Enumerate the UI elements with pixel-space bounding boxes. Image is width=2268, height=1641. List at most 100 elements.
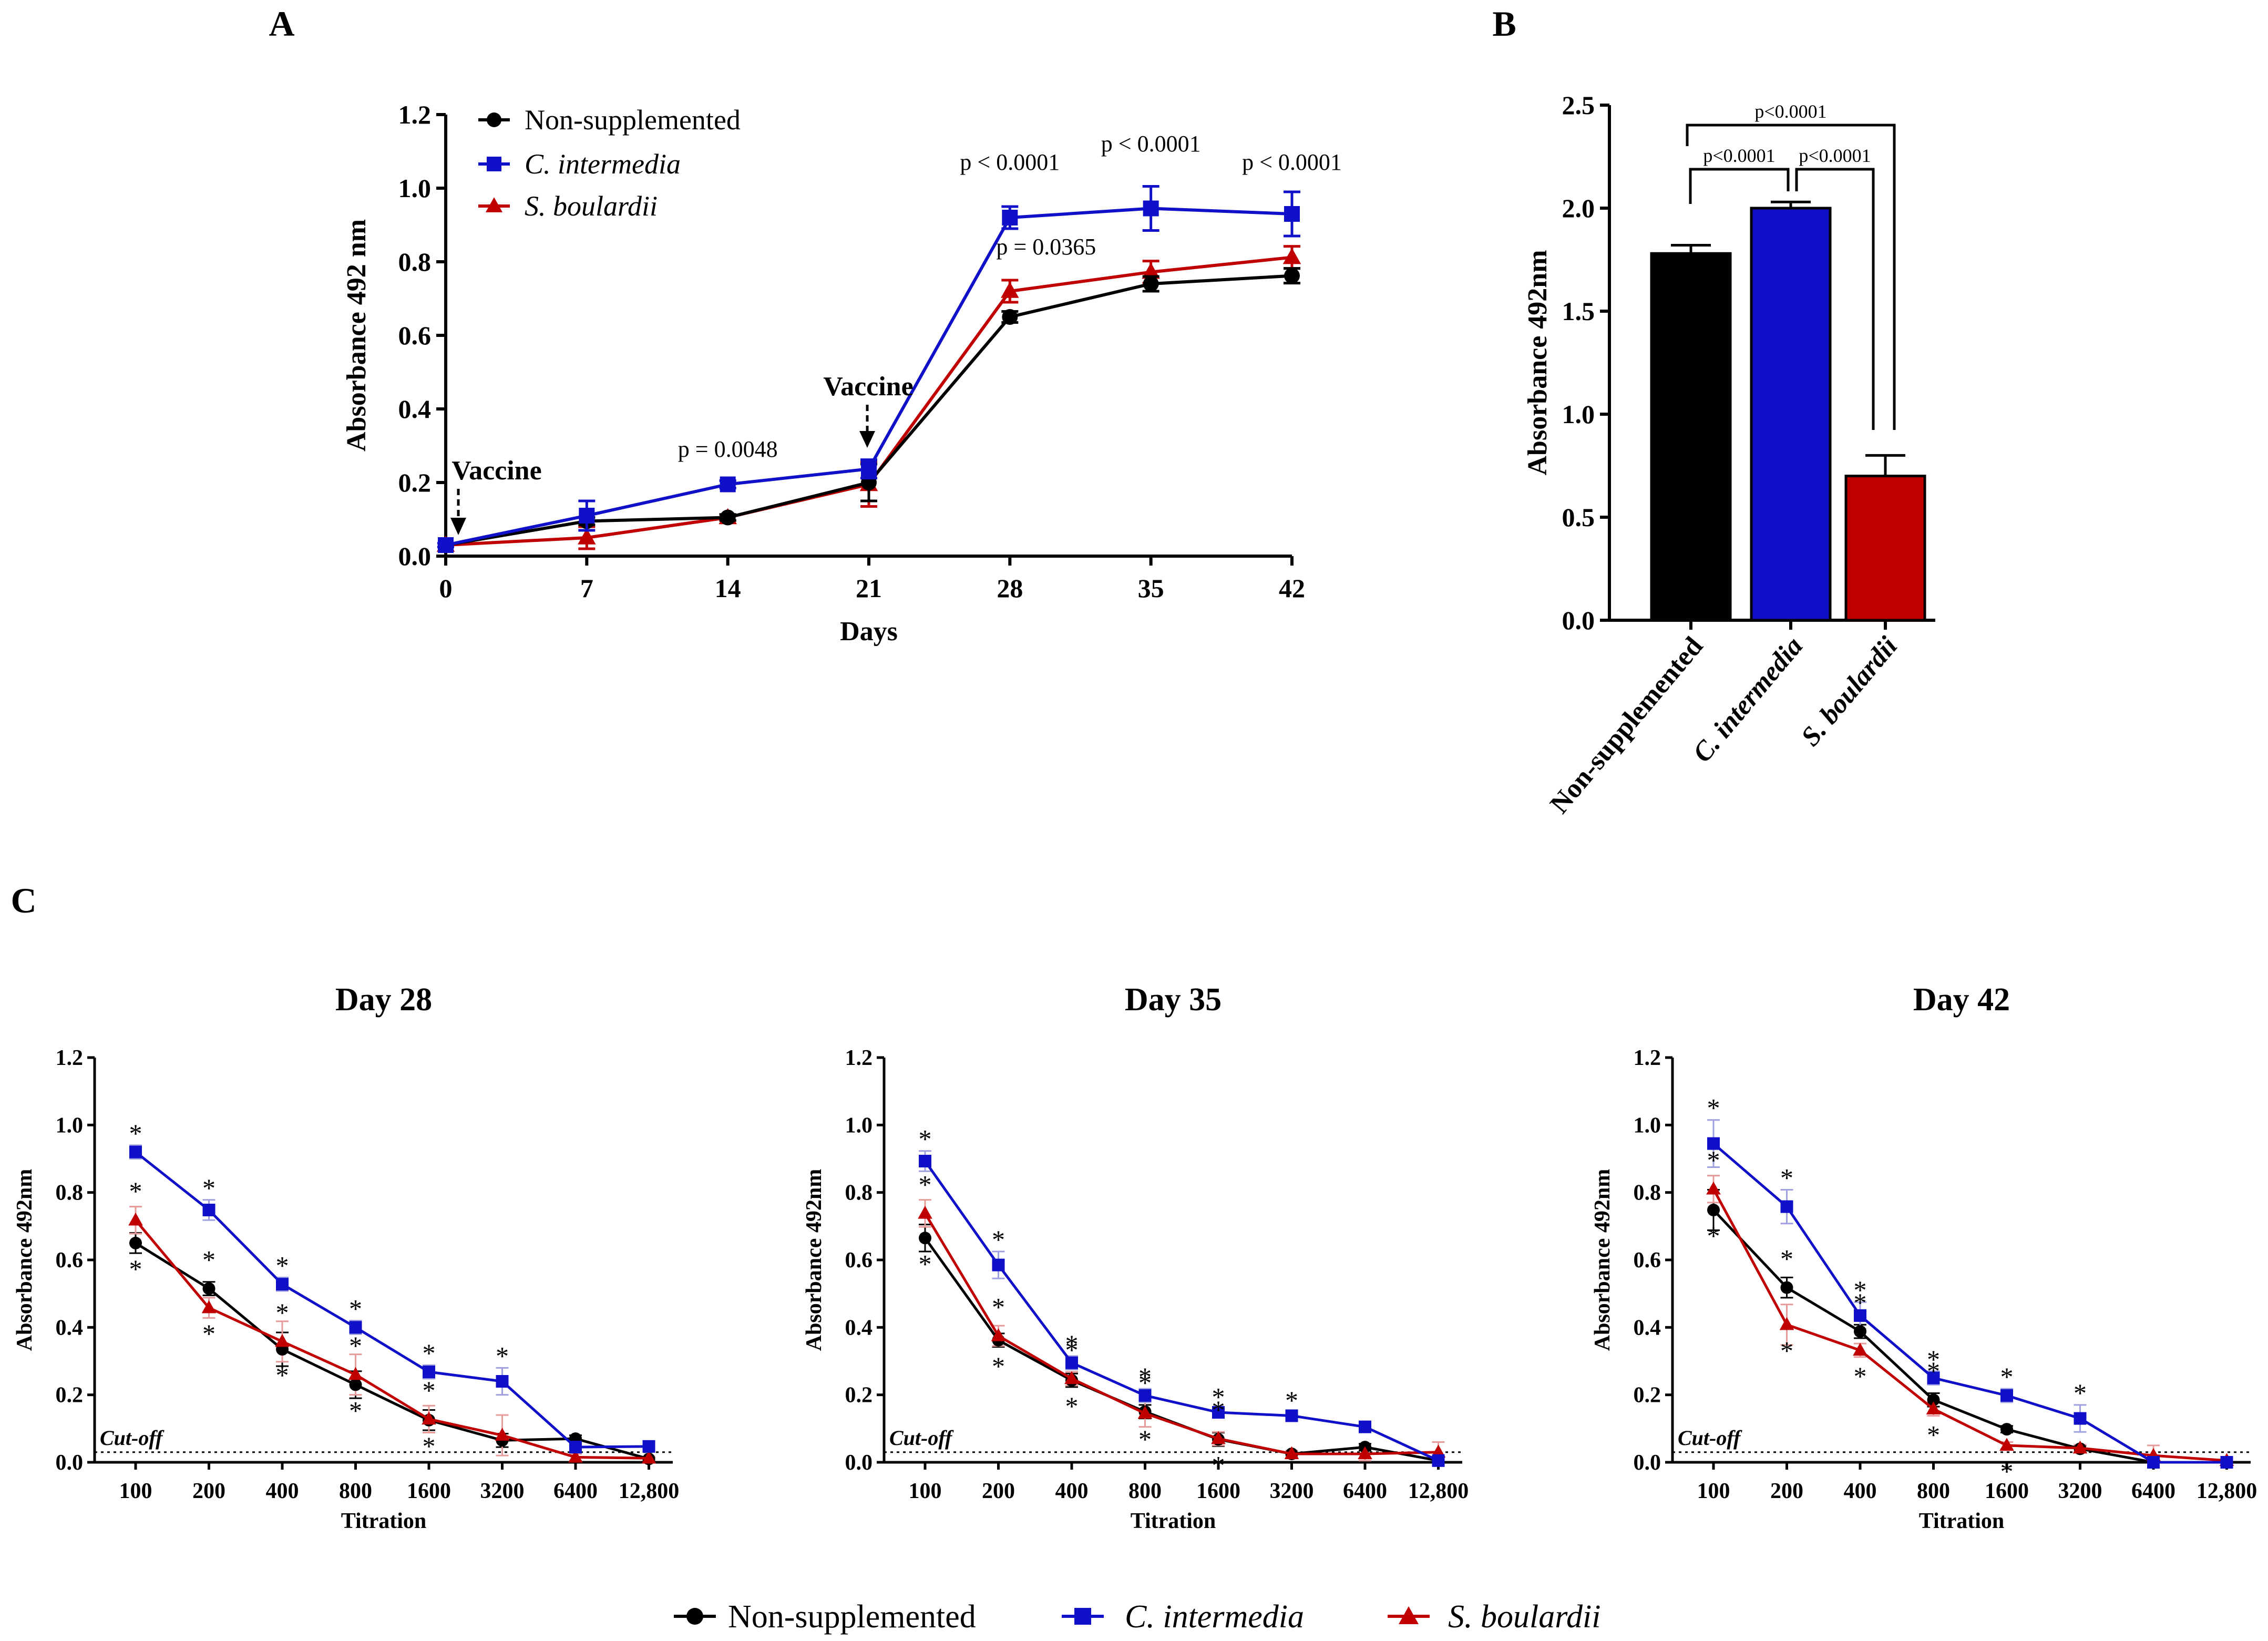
c-y-tick-label: 1.2 xyxy=(1634,1046,1661,1070)
c-y-tick-label: 0.6 xyxy=(56,1248,84,1273)
c-asterisk: * xyxy=(1285,1386,1298,1415)
c-point-sb xyxy=(422,1411,436,1425)
a-pvalue: p < 0.0001 xyxy=(960,149,1060,175)
c-x-tick-label: 800 xyxy=(1917,1479,1950,1503)
c-x-tick-label: 100 xyxy=(119,1479,152,1503)
c-x-tick-label: 12,800 xyxy=(2197,1479,2257,1503)
b-x-tick-label: Non-supplemented xyxy=(1544,631,1709,819)
c-asterisk: * xyxy=(1854,1288,1867,1317)
a-x-tick-label: 21 xyxy=(856,573,882,603)
c-cutoff-label: Cut-off xyxy=(889,1426,954,1450)
c-asterisk: * xyxy=(1212,1395,1225,1424)
c-point-ci xyxy=(1432,1454,1445,1467)
c-asterisk: * xyxy=(349,1294,362,1324)
c-title: Day 35 xyxy=(1125,982,1222,1018)
c-point-non xyxy=(1854,1325,1866,1338)
c-asterisk: * xyxy=(276,1360,289,1390)
c-asterisk: * xyxy=(129,1119,142,1148)
b-significance-bracket xyxy=(1689,168,1790,204)
c-x-tick-label: 6400 xyxy=(553,1479,598,1503)
c-asterisk: * xyxy=(1780,1244,1793,1274)
c-line-non xyxy=(1712,1209,2227,1464)
c-point-sb xyxy=(495,1428,510,1441)
c-point-ci xyxy=(992,1258,1005,1271)
c-asterisk: * xyxy=(1138,1424,1152,1454)
a-x-tick-label: 28 xyxy=(997,573,1023,603)
a-legend-label-non: Non-supplemented xyxy=(525,104,741,136)
c-line-sb xyxy=(135,1219,649,1460)
c-asterisk: * xyxy=(1927,1356,1940,1386)
c-y-tick-label: 1.2 xyxy=(845,1046,873,1070)
c-cutoff-label: Cut-off xyxy=(100,1426,165,1450)
a-x-tick-label: 0 xyxy=(439,573,453,603)
c-asterisk: * xyxy=(1707,1093,1720,1123)
a-y-tick-label: 0.8 xyxy=(398,247,432,276)
c-point-non xyxy=(1707,1204,1720,1217)
c-y-tick-label: 1.0 xyxy=(845,1113,873,1137)
a-point-sb xyxy=(578,528,596,545)
a-vaccine-label-day0: Vaccine xyxy=(451,456,541,486)
c-asterisk: * xyxy=(1780,1336,1793,1365)
c-asterisk: * xyxy=(423,1431,436,1461)
c-asterisk: * xyxy=(2074,1378,2087,1408)
c-point-sb xyxy=(991,1328,1006,1341)
c-point-ci xyxy=(1138,1389,1152,1402)
a-x-tick-label: 14 xyxy=(715,573,741,603)
c-point-sb xyxy=(348,1367,363,1380)
a-x-tick-label: 7 xyxy=(580,573,593,603)
c-x-tick-label: 3200 xyxy=(2058,1479,2102,1503)
c-point-sb xyxy=(1999,1438,2014,1451)
c-x-tick-label: 100 xyxy=(1697,1479,1730,1503)
c-x-tick-label: 200 xyxy=(1770,1479,1803,1503)
c-asterisk: * xyxy=(1065,1335,1079,1365)
legend-non-label: Non-supplemented xyxy=(728,1599,976,1635)
c-point-sb xyxy=(1779,1317,1794,1330)
c-asterisk: * xyxy=(1212,1450,1225,1480)
a-point-ci xyxy=(1002,210,1018,225)
b-significance-bracket xyxy=(1795,168,1875,430)
legend-non-marker xyxy=(686,1608,703,1625)
c-point-non xyxy=(129,1236,142,1249)
c-x-axis-label: Titration xyxy=(1919,1509,2005,1533)
b-significance-bracket xyxy=(1686,124,1896,430)
a-point-ci xyxy=(579,508,595,524)
c-asterisk: * xyxy=(2000,1457,2014,1486)
c-x-tick-label: 100 xyxy=(909,1479,942,1503)
c-x-tick-label: 400 xyxy=(266,1479,299,1503)
b-pvalue: p<0.0001 xyxy=(1754,101,1826,122)
a-vaccine-arrowhead-day0 xyxy=(450,518,466,535)
a-point-ci xyxy=(720,476,736,493)
panel-b-bar-chart: 0.0 0.5 1.0 1.5 2.0 2.5 Absorbance 492nm Non-su… xyxy=(1523,90,1935,819)
b-pvalue: p<0.0001 xyxy=(1703,145,1775,166)
c-point-sb xyxy=(918,1206,932,1219)
c-asterisk: * xyxy=(1138,1362,1152,1391)
a-x-tick-label: 42 xyxy=(1279,573,1305,603)
a-y-axis-label: Absorbance 492 nm xyxy=(342,219,372,452)
c-point-sb xyxy=(201,1300,217,1314)
a-point-non xyxy=(1284,268,1300,284)
c-y-tick-label: 0.8 xyxy=(1634,1181,1661,1205)
c-point-ci xyxy=(1927,1371,1940,1384)
a-point-sb xyxy=(1142,262,1160,279)
c-point-sb xyxy=(641,1450,656,1464)
c-y-tick-label: 1.0 xyxy=(1634,1113,1661,1137)
c-point-ci xyxy=(1065,1356,1078,1369)
c-asterisk: * xyxy=(992,1225,1005,1254)
c-point-ci xyxy=(642,1440,655,1453)
c-point-ci xyxy=(2220,1456,2233,1469)
legend-ci-label: C. intermedia xyxy=(1125,1599,1304,1635)
c-y-tick-label: 1.0 xyxy=(56,1113,84,1137)
c-y-tick-label: 0.2 xyxy=(1634,1383,1661,1408)
panel-a-line-chart: 0.0 0.2 0.4 0.6 0.8 1.0 1.2 0 7 14 21 28 35 42 Days Abs… xyxy=(342,100,1342,647)
panel-letter-a: A xyxy=(269,4,294,44)
c-point-non xyxy=(919,1232,931,1245)
c-title: Day 42 xyxy=(1913,982,2010,1018)
c-x-tick-label: 12,800 xyxy=(1408,1479,1469,1503)
a-point-sb xyxy=(1001,282,1019,298)
c-asterisk: * xyxy=(992,1351,1005,1381)
c-asterisk: * xyxy=(202,1173,215,1203)
c-point-sb xyxy=(1853,1342,1867,1356)
b-x-tick-label: S. boulardii xyxy=(1795,631,1904,752)
c-asterisk: * xyxy=(496,1341,509,1370)
c-y-tick-label: 0.8 xyxy=(845,1181,873,1205)
